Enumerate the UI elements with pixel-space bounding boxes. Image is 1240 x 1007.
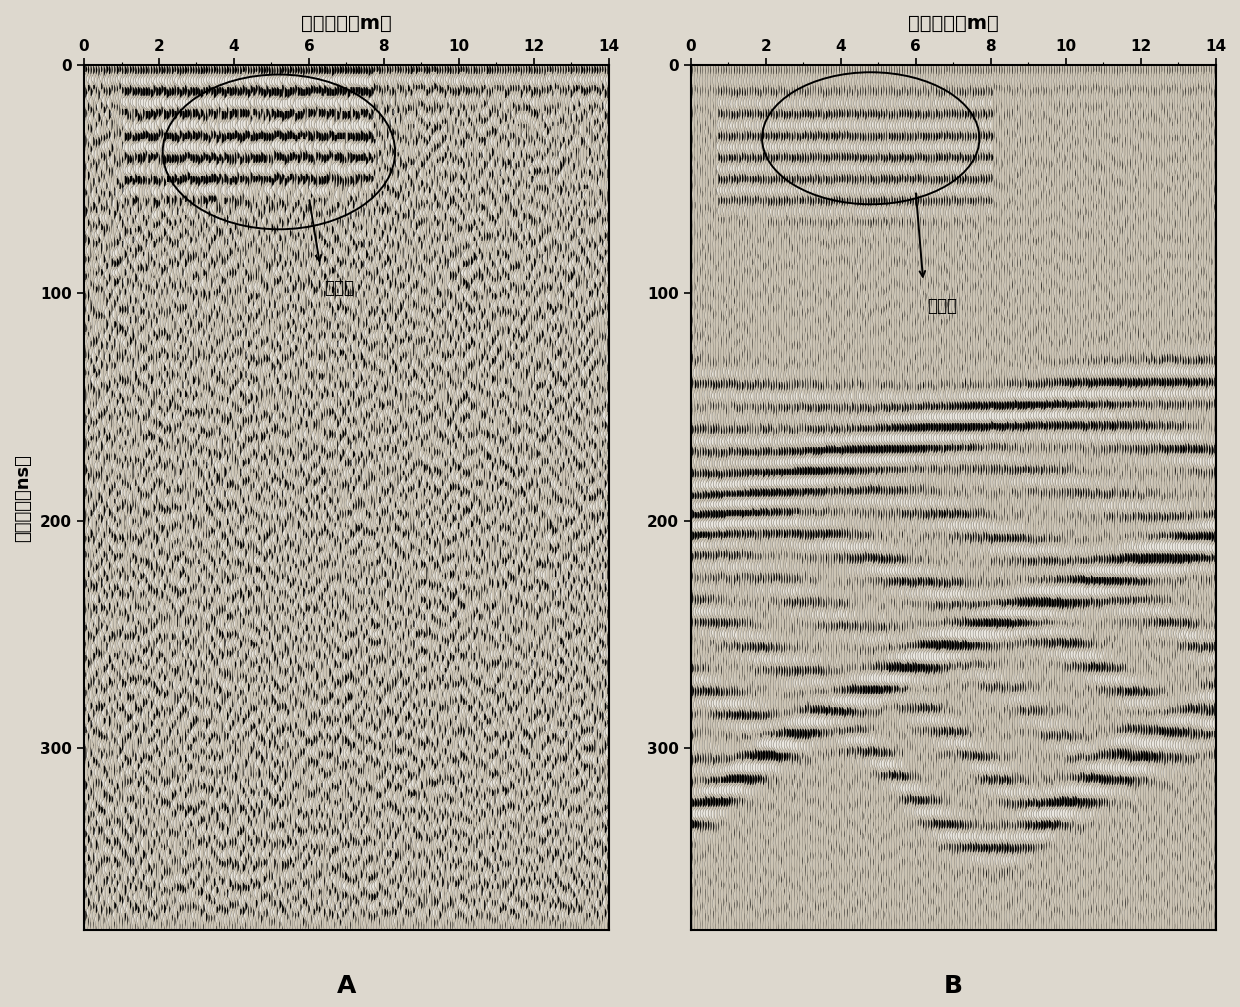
Text: B: B: [944, 974, 962, 998]
Y-axis label: 双程走时（ns）: 双程走时（ns）: [14, 454, 32, 542]
X-axis label: 测线位置（m）: 测线位置（m）: [301, 14, 392, 33]
Text: 灌水后: 灌水后: [928, 297, 957, 315]
Text: A: A: [337, 974, 356, 998]
X-axis label: 测线位置（m）: 测线位置（m）: [908, 14, 998, 33]
Text: 灌水前: 灌水前: [324, 279, 353, 297]
